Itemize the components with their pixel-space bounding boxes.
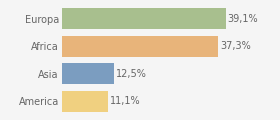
Text: 11,1%: 11,1% [110, 96, 141, 106]
Text: 39,1%: 39,1% [227, 14, 258, 24]
Bar [62, 63, 114, 84]
Text: 12,5%: 12,5% [116, 69, 147, 79]
Bar [62, 90, 108, 112]
Text: 37,3%: 37,3% [220, 41, 251, 51]
Bar [62, 36, 218, 57]
Bar [62, 8, 226, 30]
